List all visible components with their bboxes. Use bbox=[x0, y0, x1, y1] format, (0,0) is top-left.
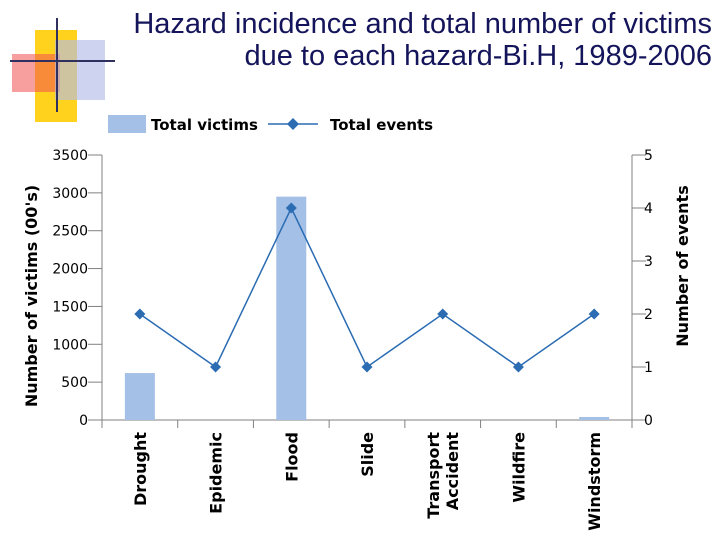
bar-flood bbox=[276, 196, 307, 420]
y-tick-label: 2500 bbox=[52, 224, 88, 240]
y-tick-label: 3000 bbox=[52, 186, 88, 202]
legend-label-total-victims: Total victims bbox=[151, 116, 258, 134]
events-point-transport-accident bbox=[437, 308, 449, 320]
y-axis-label: Number of victims (00's) bbox=[22, 185, 41, 407]
x-tick-label-windstorm: Windstorm bbox=[585, 432, 604, 531]
y2-tick-label: 5 bbox=[644, 148, 653, 164]
y2-tick-label: 2 bbox=[644, 307, 653, 323]
legend-label-total-events: Total events bbox=[330, 116, 433, 134]
y-tick-label: 1000 bbox=[52, 337, 88, 353]
axes: 0 500 1000 1500 2000 2500 3000 3500 0 1 2 3 4 5 bbox=[52, 148, 653, 429]
y-tick-label: 1500 bbox=[52, 299, 88, 315]
y-tick-label: 500 bbox=[61, 375, 88, 391]
chart-title-line-2: due to each hazard-Bi.H, 1989-2006 bbox=[244, 40, 712, 72]
chart-title-line-1: Hazard incidence and total number of vic… bbox=[133, 8, 712, 40]
line-series bbox=[134, 202, 600, 373]
x-axis-labels: Drought Epidemic Flood Slide Transport Accide… bbox=[131, 432, 604, 531]
events-point-epidemic bbox=[210, 361, 222, 373]
events-line bbox=[139, 206, 595, 369]
bar-series bbox=[124, 196, 610, 420]
chart-title: Hazard incidence and total number of vic… bbox=[52, 8, 712, 72]
legend: Total victims Total events bbox=[108, 115, 433, 134]
events-point-drought bbox=[134, 308, 146, 320]
y2-tick-label: 1 bbox=[644, 360, 653, 376]
y2-tick-label: 0 bbox=[644, 413, 653, 429]
events-point-slide bbox=[361, 361, 373, 373]
x-tick-label-transport-accident: Transport bbox=[424, 432, 443, 519]
x-tick-label-slide: Slide bbox=[358, 432, 377, 477]
title-decoration bbox=[10, 18, 115, 122]
y-tick-label: 2000 bbox=[52, 262, 88, 278]
y2-tick-label: 4 bbox=[644, 201, 653, 217]
legend-swatch-marker-total-events bbox=[287, 118, 299, 130]
x-tick-label-drought: Drought bbox=[131, 432, 150, 506]
bar-windstorm bbox=[579, 416, 610, 420]
y-tick-label: 3500 bbox=[52, 148, 88, 164]
events-point-wildfire bbox=[512, 361, 524, 373]
x-tick-label-wildfire: Wildfire bbox=[509, 432, 528, 503]
legend-swatch-total-victims bbox=[108, 115, 146, 133]
x-tick-label-transport-accident: Accident bbox=[443, 432, 462, 511]
bar-drought bbox=[124, 373, 155, 420]
x-tick-label-flood: Flood bbox=[282, 432, 301, 482]
y-tick-label: 0 bbox=[79, 413, 88, 429]
deco-blue-square bbox=[55, 40, 105, 100]
y2-tick-label: 3 bbox=[644, 254, 653, 270]
y2-axis-label: Number of events bbox=[673, 185, 692, 346]
events-point-flood bbox=[285, 202, 297, 214]
x-tick-label-epidemic: Epidemic bbox=[207, 432, 226, 514]
events-point-windstorm bbox=[588, 308, 600, 320]
